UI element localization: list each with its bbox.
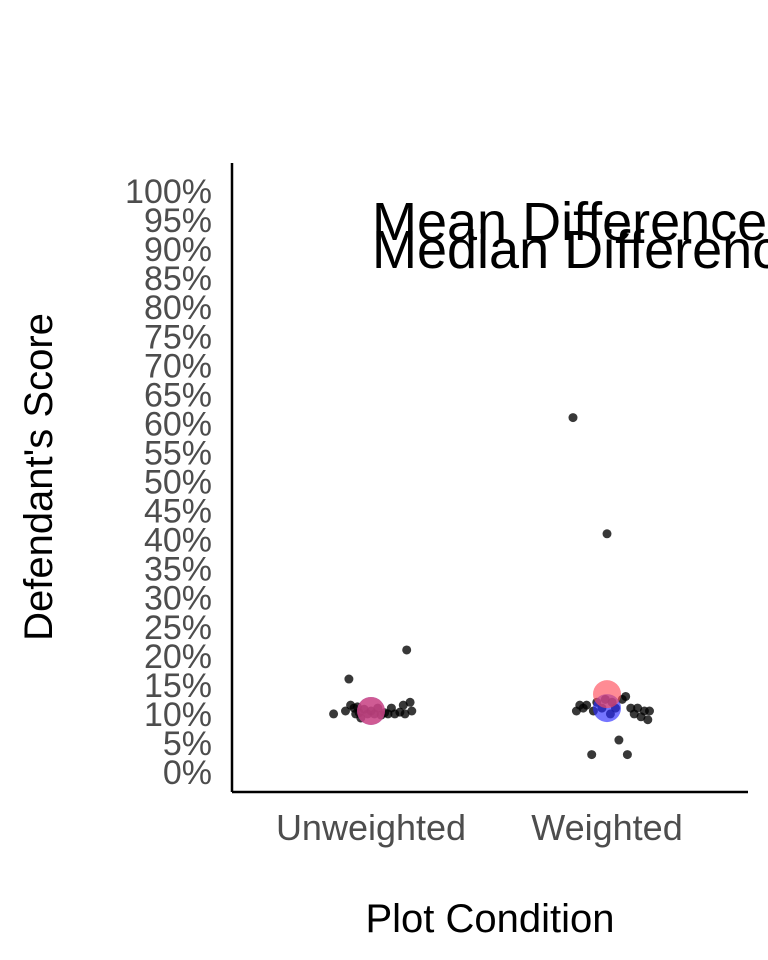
x-tick-label: Weighted bbox=[531, 807, 682, 848]
data-point bbox=[614, 735, 624, 745]
y-tick-label: 50% bbox=[144, 464, 212, 502]
y-tick-label: 0% bbox=[163, 754, 212, 792]
y-tick-label: 65% bbox=[144, 376, 212, 414]
x-axis-ticks: Unweighted Weighted bbox=[276, 807, 683, 848]
data-point bbox=[568, 413, 578, 423]
y-tick-label: 55% bbox=[144, 434, 212, 472]
y-axis-ticks: 0%5%10%15%20%25%30%35%40%45%50%55%60%65%… bbox=[125, 173, 212, 792]
data-point bbox=[645, 706, 654, 716]
y-tick-label: 25% bbox=[144, 609, 212, 647]
data-point bbox=[622, 750, 632, 760]
y-tick-label: 30% bbox=[144, 580, 212, 618]
mean-marker bbox=[357, 696, 385, 725]
y-tick-label: 85% bbox=[144, 260, 212, 298]
y-tick-label: 90% bbox=[144, 231, 212, 269]
data-point bbox=[582, 700, 592, 710]
annotation-label: Median Difference bbox=[372, 220, 768, 280]
mean-marker bbox=[593, 680, 621, 709]
data-point bbox=[602, 529, 612, 539]
summary-markers bbox=[357, 680, 621, 725]
y-tick-label: 80% bbox=[144, 289, 212, 327]
y-tick-label: 60% bbox=[144, 405, 212, 443]
data-point bbox=[643, 715, 653, 725]
data-point bbox=[329, 709, 339, 719]
y-tick-label: 100% bbox=[125, 173, 212, 211]
data-point bbox=[621, 691, 631, 701]
y-tick-label: 20% bbox=[144, 638, 212, 676]
y-tick-label: 5% bbox=[163, 725, 212, 763]
y-tick-label: 10% bbox=[144, 696, 212, 734]
x-axis-title: Plot Condition bbox=[365, 897, 614, 941]
y-tick-label: 75% bbox=[144, 318, 212, 356]
data-point bbox=[400, 709, 410, 719]
data-point bbox=[341, 706, 350, 716]
y-tick-label: 35% bbox=[144, 551, 212, 589]
y-tick-label: 40% bbox=[144, 522, 212, 560]
data-point bbox=[402, 645, 412, 655]
y-tick-label: 15% bbox=[144, 667, 212, 705]
data-point bbox=[587, 750, 597, 760]
data-point bbox=[398, 700, 408, 710]
y-tick-label: 45% bbox=[144, 493, 212, 531]
y-axis-title: Defendant's Score bbox=[17, 313, 61, 641]
data-point bbox=[405, 697, 415, 707]
x-tick-label: Unweighted bbox=[276, 807, 466, 848]
y-tick-label: 70% bbox=[144, 347, 212, 385]
data-point bbox=[633, 703, 643, 713]
data-point bbox=[407, 706, 417, 716]
data-point bbox=[344, 674, 354, 684]
y-tick-label: 95% bbox=[144, 202, 212, 240]
annotation-label: Mean Difference bbox=[372, 192, 767, 252]
